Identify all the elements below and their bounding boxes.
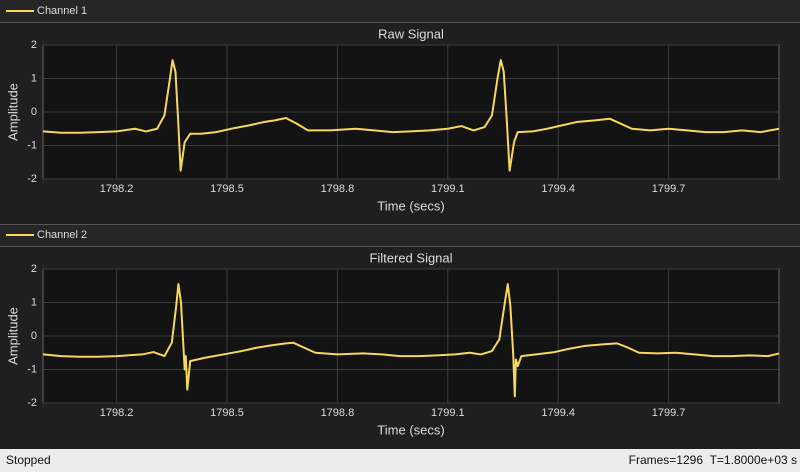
x-tick-label: 1798.8 <box>321 407 355 419</box>
signal-line <box>42 283 780 398</box>
x-tick-label: 1799.1 <box>431 407 465 419</box>
x-tick-label: 1799.1 <box>431 183 465 195</box>
x-tick-label: 1798.2 <box>100 407 134 419</box>
status-state: Stopped <box>6 453 51 467</box>
legend-label: Channel 1 <box>37 5 87 17</box>
x-tick-label: 1799.4 <box>541 407 575 419</box>
y-axis-label: Amplitude <box>5 307 20 365</box>
x-axis-label: Time (secs) <box>377 198 444 213</box>
x-tick-label: 1798.5 <box>210 183 244 195</box>
status-time: T=1.8000e+03 s <box>710 453 797 467</box>
y-tick-label: 2 <box>31 39 37 51</box>
y-tick-label: 2 <box>31 263 37 275</box>
legend-bar <box>0 0 800 22</box>
y-axis-label: Amplitude <box>5 83 20 141</box>
y-tick-label: -2 <box>27 397 37 409</box>
x-tick-label: 1799.7 <box>652 407 686 419</box>
legend-bar <box>0 224 800 246</box>
x-tick-label: 1798.8 <box>321 183 355 195</box>
y-tick-label: 1 <box>31 296 37 308</box>
status-bar <box>0 449 800 472</box>
x-tick-label: 1798.2 <box>100 183 134 195</box>
signal-line <box>42 59 780 172</box>
x-axis-label: Time (secs) <box>377 422 444 437</box>
y-tick-label: -2 <box>27 173 37 185</box>
x-tick-label: 1798.5 <box>210 407 244 419</box>
chart-title: Filtered Signal <box>369 250 452 265</box>
chart-title: Raw Signal <box>378 26 444 41</box>
x-tick-label: 1799.7 <box>652 183 686 195</box>
y-tick-label: 0 <box>31 330 37 342</box>
x-tick-label: 1799.4 <box>541 183 575 195</box>
status-frames: Frames=1296 <box>629 453 704 467</box>
y-tick-label: 1 <box>31 72 37 84</box>
y-tick-label: 0 <box>31 106 37 118</box>
y-tick-label: -1 <box>27 139 37 151</box>
legend-label: Channel 2 <box>37 229 87 241</box>
y-tick-label: -1 <box>27 363 37 375</box>
